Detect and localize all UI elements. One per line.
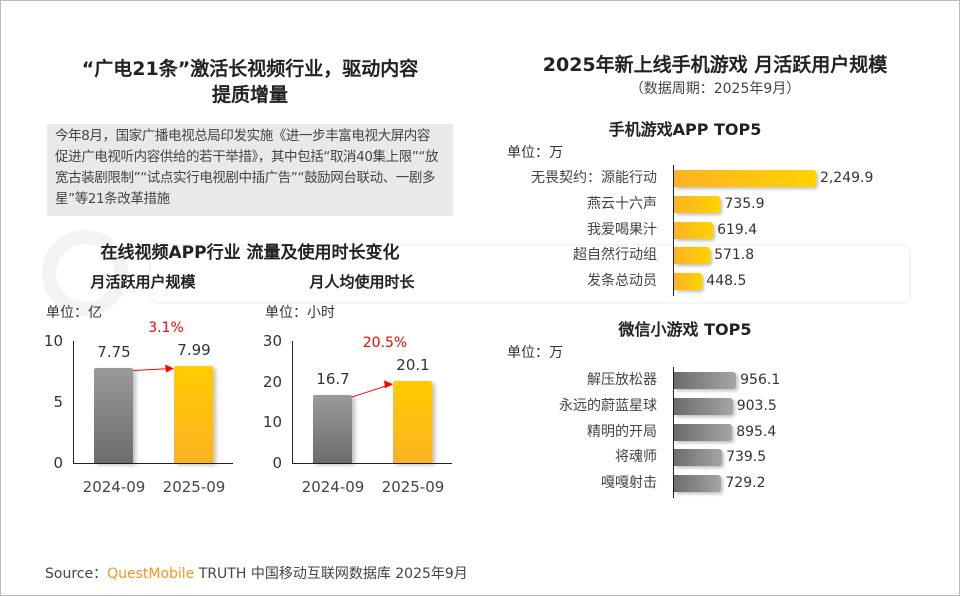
value-label: 16.7	[316, 370, 350, 389]
category-label: 将魂师	[615, 449, 657, 466]
x-tick: 2025-09	[381, 478, 445, 496]
x-axis	[292, 463, 452, 464]
right-title: 2025年新上线手机游戏 月活跃用户规模	[542, 54, 888, 76]
value-label: 7.75	[97, 343, 131, 362]
y-tick: 0	[53, 454, 63, 472]
bar-嘎嘎射击	[674, 475, 722, 493]
bar-燕云十六声	[674, 195, 721, 213]
bar-精明的开局	[674, 423, 733, 441]
left-title: “广电21条”激活长视频行业，驱动内容 提质增量	[40, 56, 460, 108]
y-tick: 30	[262, 332, 282, 350]
watermark-logo	[42, 230, 911, 316]
category-label: 我爱喝果汁	[587, 221, 657, 238]
bar-解压放松器	[674, 372, 737, 389]
source-brand: QuestMobile	[107, 566, 195, 582]
y-tick: 5	[53, 393, 63, 411]
unit-label: 单位：亿	[46, 305, 102, 321]
growth-arrow	[351, 380, 393, 398]
value-label: 739.5	[726, 449, 767, 466]
category-label: 永远的蔚蓝星球	[559, 397, 657, 414]
bar-无畏契约：源能行动	[674, 170, 816, 187]
x-tick: 2024-09	[82, 478, 146, 496]
bar-永远的蔚蓝星球	[674, 397, 733, 415]
value-label: 735.9	[724, 195, 765, 212]
growth-label: 20.5%	[362, 335, 408, 352]
y-axis	[73, 341, 74, 464]
unit-label: 单位：万	[507, 345, 563, 361]
left-title-line2: 提质增量	[211, 84, 288, 106]
value-label: 7.99	[177, 340, 211, 359]
y-tick: 20	[262, 372, 282, 391]
bar-2025-09	[393, 381, 432, 463]
bar-2024-09	[94, 368, 133, 463]
value-label: 448.5	[706, 273, 747, 290]
source-text: TRUTH 中国移动互联网数据库 2025年9月	[194, 566, 468, 582]
bar-超自然行动组	[674, 247, 711, 265]
value-label: 2,249.9	[819, 170, 874, 186]
category-label: 精明的开局	[587, 423, 657, 440]
y-axis	[292, 341, 293, 464]
chart-title: 微信小游戏 TOP5	[618, 320, 752, 339]
chart-title: 月人均使用时长	[309, 273, 415, 291]
growth-label: 3.1%	[148, 319, 184, 336]
value-label: 729.2	[725, 475, 766, 492]
y-axis	[673, 367, 674, 498]
y-axis	[673, 165, 674, 296]
value-label: 571.8	[714, 247, 755, 264]
x-tick: 2025-09	[162, 478, 226, 496]
source-line: Source：QuestMobile TRUTH 中国移动互联网数据库 2025…	[45, 563, 468, 583]
value-label: 895.4	[736, 423, 777, 440]
bar-将魂师	[674, 449, 723, 467]
bar-我爱喝果汁	[674, 221, 714, 239]
y-tick: 0	[272, 454, 282, 472]
x-axis	[73, 463, 233, 464]
section-title: 在线视频APP行业 流量及使用时长变化	[100, 243, 400, 263]
category-label: 发条总动员	[587, 273, 657, 290]
growth-arrow	[132, 364, 174, 373]
category-label: 超自然行动组	[573, 247, 657, 264]
left-title-line1: “广电21条”激活长视频行业，驱动内容	[81, 58, 419, 80]
bar-2025-09	[174, 365, 213, 463]
source-label: Source：	[45, 566, 108, 582]
unit-label: 单位：万	[507, 145, 563, 161]
value-label: 956.1	[740, 372, 781, 388]
chart-title: 月活跃用户规模	[90, 273, 196, 291]
value-label: 903.5	[736, 397, 777, 414]
y-tick: 10	[43, 332, 63, 350]
category-label: 无畏契约：源能行动	[531, 170, 657, 186]
y-tick: 10	[262, 413, 282, 432]
category-label: 嘎嘎射击	[601, 475, 657, 492]
unit-label: 单位：小时	[265, 305, 335, 321]
value-label: 619.4	[717, 221, 758, 238]
bar-发条总动员	[674, 273, 703, 291]
x-tick: 2024-09	[301, 478, 365, 496]
category-label: 解压放松器	[587, 372, 657, 388]
bar-2024-09	[313, 395, 352, 463]
right-subtitle: （数据周期：2025年9月）	[629, 81, 801, 97]
category-label: 燕云十六声	[587, 195, 657, 212]
value-label: 20.1	[396, 356, 430, 375]
policy-description: 今年8月，国家广播电视总局印发实施《进一步丰富电视大屏内容 促进广电视听内容供给…	[47, 124, 453, 216]
chart-title: 手机游戏APP TOP5	[608, 120, 762, 139]
